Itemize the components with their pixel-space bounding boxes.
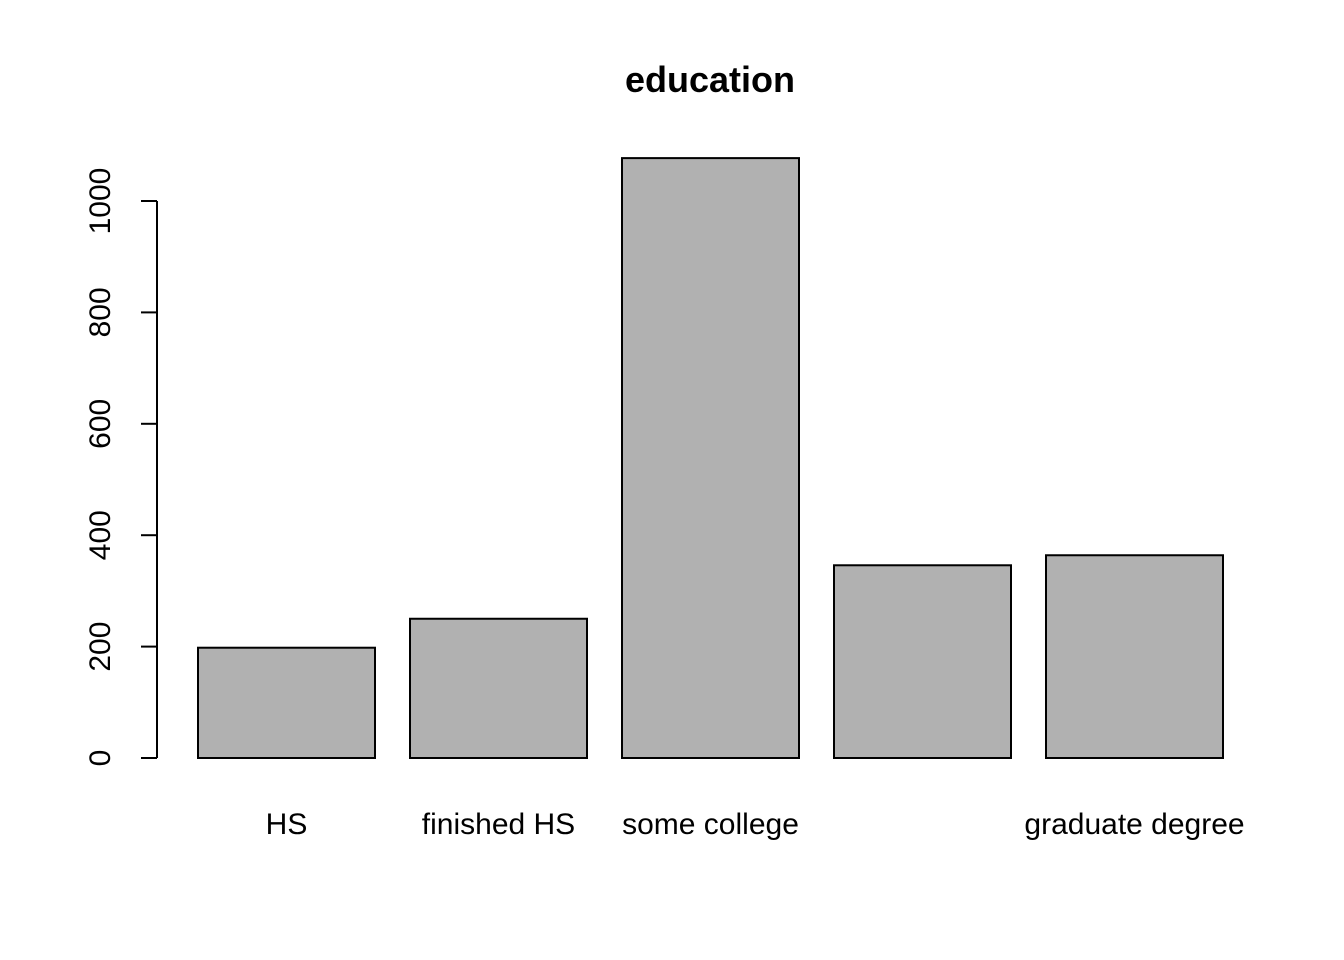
x-category-label: finished HS: [422, 808, 575, 841]
bar: [833, 564, 1012, 760]
bar: [409, 617, 588, 759]
bar: [1045, 554, 1224, 760]
y-tick-label: 0: [84, 750, 117, 767]
x-category-label: some college: [622, 808, 799, 841]
y-tick-label: 1000: [84, 168, 117, 235]
y-tick-label: 600: [84, 399, 117, 449]
y-tick-label: 200: [84, 622, 117, 672]
x-category-label: HS: [266, 808, 308, 841]
x-labels-group: HS finished HS some college graduate degree: [266, 808, 1245, 841]
y-tick-label: 800: [84, 287, 117, 337]
bar: [197, 646, 376, 759]
chart-title: education: [625, 59, 795, 100]
y-tick-label: 400: [84, 510, 117, 560]
bar: [621, 157, 800, 759]
x-category-label: graduate degree: [1024, 808, 1244, 841]
bars-group: [197, 157, 1224, 760]
y-axis: 0 200 400 600 800 1000: [84, 168, 158, 767]
